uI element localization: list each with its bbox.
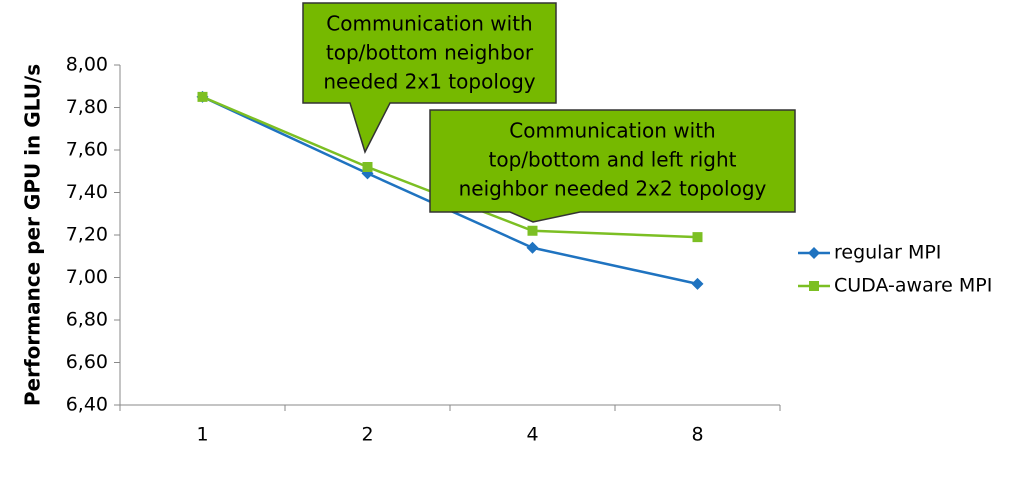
y-tick-label: 7,60 bbox=[66, 139, 108, 161]
data-point bbox=[362, 162, 373, 172]
y-tick-label: 7,00 bbox=[66, 266, 108, 288]
callout-text: needed 2x1 topology bbox=[323, 70, 535, 94]
data-point bbox=[526, 241, 539, 254]
x-tick-label: 2 bbox=[361, 424, 373, 446]
y-tick-label: 6,80 bbox=[66, 309, 108, 331]
data-point bbox=[527, 225, 538, 236]
x-tick-label: 8 bbox=[691, 424, 703, 446]
y-tick-label: 6,60 bbox=[66, 351, 108, 373]
y-tick-label: 7,40 bbox=[66, 181, 108, 203]
legend-label: regular MPI bbox=[834, 242, 941, 264]
y-axis-label: Performance per GPU in GLU/s bbox=[21, 64, 45, 406]
callout-box bbox=[302, 2, 557, 154]
callout-text: neighbor needed 2x2 topology bbox=[459, 177, 767, 201]
legend-marker bbox=[808, 247, 820, 259]
y-tick-label: 7,20 bbox=[66, 224, 108, 246]
legend-label: CUDA-aware MPI bbox=[834, 275, 992, 297]
x-tick-label: 4 bbox=[526, 424, 538, 446]
callout-text: Communication with bbox=[326, 12, 532, 36]
callout-text: Communication with bbox=[509, 119, 715, 143]
callout-text: top/bottom and left right bbox=[489, 148, 737, 172]
data-point bbox=[197, 91, 208, 102]
callout-box bbox=[429, 109, 796, 223]
data-point bbox=[691, 277, 704, 290]
y-tick-label: 8,00 bbox=[66, 54, 108, 76]
callout-text: top/bottom neighbor bbox=[326, 41, 534, 65]
y-tick-label: 6,40 bbox=[66, 394, 108, 416]
x-tick-label: 1 bbox=[196, 424, 208, 446]
y-tick-label: 7,80 bbox=[66, 96, 108, 118]
data-point bbox=[692, 232, 703, 243]
legend-marker bbox=[809, 281, 819, 291]
